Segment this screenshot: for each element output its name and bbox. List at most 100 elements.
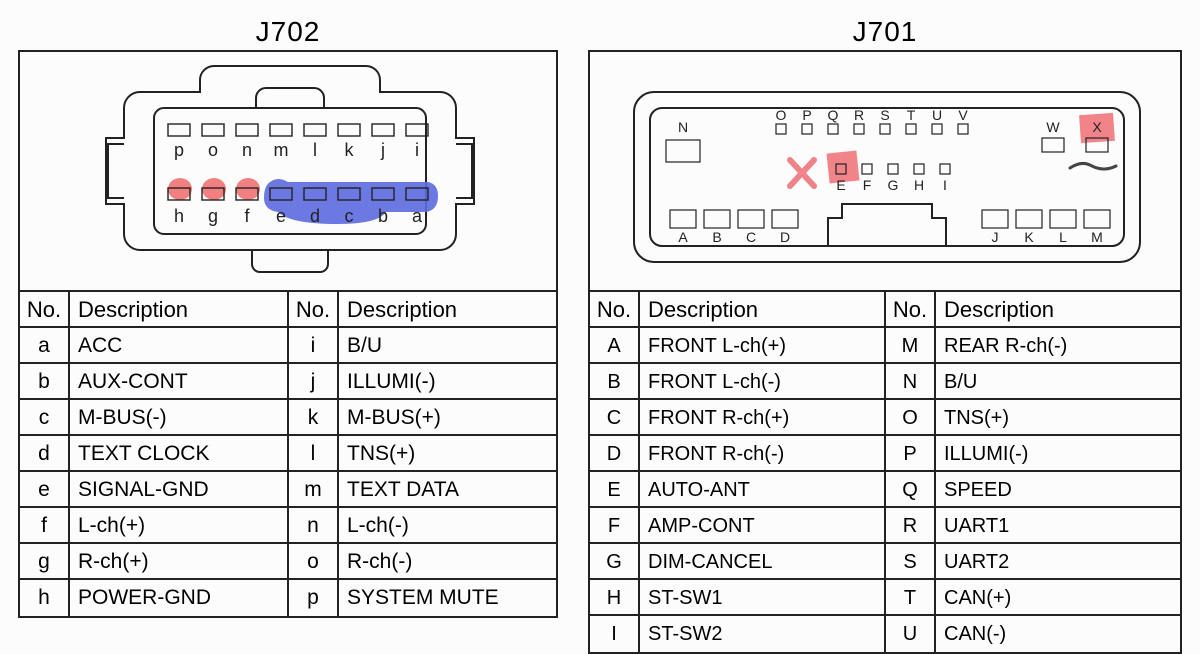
- cell-no: R: [886, 508, 936, 542]
- cell-no: D: [590, 436, 640, 470]
- pin-label: L: [1059, 229, 1067, 245]
- cell-desc: CAN(+): [936, 580, 1180, 614]
- cell-no: I: [590, 616, 640, 652]
- pin-label: D: [780, 229, 790, 245]
- cell-no: e: [20, 472, 70, 506]
- cell-no: c: [20, 400, 70, 434]
- page: J702: [0, 0, 1200, 630]
- table-header: No. Description: [590, 292, 884, 328]
- title-j702: J702: [18, 16, 558, 48]
- cell-desc: L-ch(-): [339, 508, 556, 542]
- cell-no: f: [20, 508, 70, 542]
- table-row: GDIM-CANCEL: [590, 544, 884, 580]
- cell-desc: CAN(-): [936, 616, 1180, 652]
- table-row: jILLUMI(-): [289, 364, 556, 400]
- table-row: fL-ch(+): [20, 508, 287, 544]
- table-header: No. Description: [289, 292, 556, 328]
- panel-j701: J701: [588, 10, 1182, 620]
- frame-j702: p o n m l k j i: [18, 50, 558, 618]
- cell-no: P: [886, 436, 936, 470]
- cell-desc: UART2: [936, 544, 1180, 578]
- pin-label: m: [274, 140, 289, 160]
- pin-label: S: [880, 107, 889, 123]
- header-desc: Description: [936, 292, 1180, 326]
- header-no: No.: [289, 292, 339, 326]
- table-row: AFRONT L-ch(+): [590, 328, 884, 364]
- pin-label: Q: [828, 107, 839, 123]
- pin-label: I: [943, 177, 947, 193]
- cell-desc: AMP-CONT: [640, 508, 884, 542]
- table-row: QSPEED: [886, 472, 1180, 508]
- diagram-j702: p o n m l k j i: [20, 52, 556, 292]
- table-j701: No. Description AFRONT L-ch(+) BFRONT L-…: [590, 292, 1180, 652]
- panel-j702: J702: [18, 10, 558, 620]
- table-row: SUART2: [886, 544, 1180, 580]
- cell-desc: B/U: [339, 328, 556, 362]
- pin-label: l: [313, 140, 317, 160]
- header-no: No.: [886, 292, 936, 326]
- table-row: gR-ch(+): [20, 544, 287, 580]
- table-row: oR-ch(-): [289, 544, 556, 580]
- table-row: cM-BUS(-): [20, 400, 287, 436]
- cell-desc: DIM-CANCEL: [640, 544, 884, 578]
- cell-no: d: [20, 436, 70, 470]
- cell-desc: REAR R-ch(-): [936, 328, 1180, 362]
- cell-no: m: [289, 472, 339, 506]
- cell-no: o: [289, 544, 339, 578]
- header-desc: Description: [339, 292, 556, 326]
- cell-desc: TNS(+): [339, 436, 556, 470]
- table-row: OTNS(+): [886, 400, 1180, 436]
- table-row: dTEXT CLOCK: [20, 436, 287, 472]
- pin-label: i: [415, 140, 419, 160]
- frame-j701: N O P Q: [588, 50, 1182, 654]
- table-row: NB/U: [886, 364, 1180, 400]
- table-row: FAMP-CONT: [590, 508, 884, 544]
- table-row: IST-SW2: [590, 616, 884, 652]
- cell-desc: SIGNAL-GND: [70, 472, 287, 506]
- cell-no: g: [20, 544, 70, 578]
- title-j701: J701: [588, 16, 1182, 48]
- cell-desc: POWER-GND: [70, 580, 287, 616]
- cell-desc: AUTO-ANT: [640, 472, 884, 506]
- cell-no: U: [886, 616, 936, 652]
- pin-label: F: [863, 177, 872, 193]
- cell-no: h: [20, 580, 70, 616]
- pin-label: b: [378, 206, 388, 226]
- cell-desc: ACC: [70, 328, 287, 362]
- table-row: PILLUMI(-): [886, 436, 1180, 472]
- table-row: EAUTO-ANT: [590, 472, 884, 508]
- cell-no: N: [886, 364, 936, 398]
- table-row: DFRONT R-ch(-): [590, 436, 884, 472]
- cell-desc: TNS(+): [936, 400, 1180, 434]
- pin-label: N: [678, 119, 688, 135]
- table-row: BFRONT L-ch(-): [590, 364, 884, 400]
- cell-desc: ST-SW2: [640, 616, 884, 652]
- pin-label: C: [746, 229, 756, 245]
- pin-label: e: [276, 206, 286, 226]
- table-row: HST-SW1: [590, 580, 884, 616]
- cell-desc: SYSTEM MUTE: [339, 580, 556, 616]
- pin-label: h: [174, 206, 184, 226]
- cell-no: F: [590, 508, 640, 542]
- table-row: kM-BUS(+): [289, 400, 556, 436]
- cell-desc: M-BUS(-): [70, 400, 287, 434]
- table-row: aACC: [20, 328, 287, 364]
- pin-label: a: [412, 206, 423, 226]
- cell-no: p: [289, 580, 339, 616]
- cell-no: Q: [886, 472, 936, 506]
- pin-label: p: [174, 140, 184, 160]
- pin-label: d: [310, 206, 320, 226]
- cell-desc: UART1: [936, 508, 1180, 542]
- cell-desc: FRONT L-ch(+): [640, 328, 884, 362]
- cell-desc: TEXT CLOCK: [70, 436, 287, 470]
- cell-no: b: [20, 364, 70, 398]
- pin-label: A: [678, 229, 688, 245]
- cell-desc: ILLUMI(-): [936, 436, 1180, 470]
- cell-desc: M-BUS(+): [339, 400, 556, 434]
- table-row: eSIGNAL-GND: [20, 472, 287, 508]
- cell-desc: FRONT R-ch(+): [640, 400, 884, 434]
- cell-desc: FRONT L-ch(-): [640, 364, 884, 398]
- table-row: pSYSTEM MUTE: [289, 580, 556, 616]
- cell-no: O: [886, 400, 936, 434]
- cell-no: a: [20, 328, 70, 362]
